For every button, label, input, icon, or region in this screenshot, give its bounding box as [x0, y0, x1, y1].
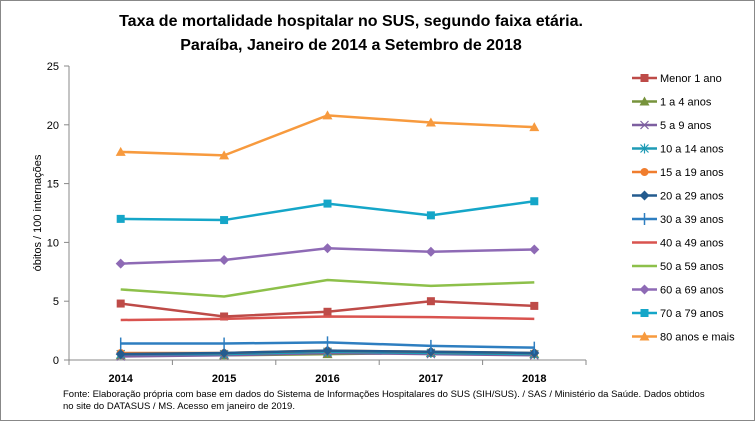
- y-tick-label: 0: [53, 355, 59, 367]
- legend-label: 70 a 79 anos: [660, 308, 724, 320]
- x-tick-label: 2018: [522, 373, 546, 385]
- marker-diamond: [115, 258, 126, 269]
- marker-diamond: [219, 347, 230, 358]
- legend-label: 40 a 49 anos: [660, 238, 724, 250]
- marker-square: [116, 214, 125, 223]
- marker-square: [220, 312, 229, 321]
- marker-triangle: [425, 117, 436, 127]
- legend-label: 80 anos e mais: [660, 332, 735, 344]
- y-axis-label: óbitos / 100 internações: [32, 154, 44, 271]
- marker-diamond: [639, 284, 650, 295]
- marker-square: [640, 74, 649, 82]
- series-line: [120, 278, 535, 298]
- series-50-a-59-anos: [120, 278, 535, 298]
- marker-circle: [640, 168, 649, 176]
- series-40-a-49-anos: [120, 315, 535, 322]
- legend-item: 15 a 19 anos: [632, 167, 724, 179]
- y-tick-label: 10: [47, 237, 59, 249]
- marker-square: [530, 301, 539, 310]
- x-tick-label: 2017: [419, 373, 443, 385]
- marker-square: [323, 199, 332, 208]
- marker-square: [640, 309, 649, 317]
- chart-title: Taxa de mortalidade hospitalar no SUS, s…: [119, 13, 583, 30]
- legend-label: 15 a 19 anos: [660, 167, 724, 179]
- legend-item: Menor 1 ano: [632, 73, 722, 85]
- marker-triangle: [529, 122, 540, 132]
- marker-diamond: [219, 255, 230, 266]
- marker-diamond: [322, 243, 333, 254]
- series-20-a-29-anos: [115, 345, 540, 360]
- y-tick-label: 20: [47, 120, 59, 132]
- series-80-anos-e-mais: [115, 110, 540, 160]
- legend-label: 10 a 14 anos: [660, 144, 724, 156]
- marker-diamond: [639, 190, 650, 201]
- source-note: Fonte: Elaboração própria com base em da…: [63, 389, 705, 412]
- y-tick-label: 15: [47, 179, 59, 191]
- legend-label: Menor 1 ano: [660, 73, 722, 85]
- series-menor-1-ano: [116, 297, 539, 321]
- legend-item: 5 a 9 anos: [632, 120, 712, 132]
- marker-triangle: [639, 331, 650, 341]
- legend-item: 70 a 79 anos: [632, 308, 724, 320]
- legend-item: 80 anos e mais: [632, 331, 735, 344]
- marker-triangle: [322, 110, 333, 120]
- series-60-a-69-anos: [115, 243, 540, 269]
- legend-item: 50 a 59 anos: [632, 261, 724, 273]
- series-line: [120, 114, 535, 157]
- series-70-a-79-anos: [116, 197, 539, 225]
- marker-square: [116, 299, 125, 308]
- marker-triangle: [219, 150, 230, 160]
- marker-star: [640, 143, 649, 154]
- y-tick-label: 25: [47, 61, 59, 73]
- chart-subtitle: Paraíba, Janeiro de 2014 a Setembro de 2…: [180, 37, 522, 54]
- x-tick-label: 2015: [212, 373, 236, 385]
- marker-diamond: [529, 244, 540, 255]
- marker-triangle: [639, 96, 650, 106]
- series-30-a-39-anos: [119, 336, 536, 354]
- legend-label: 30 a 39 anos: [660, 214, 724, 226]
- legend-label: 50 a 59 anos: [660, 261, 724, 273]
- legend-item: 40 a 49 anos: [632, 238, 724, 250]
- marker-square: [220, 216, 229, 225]
- marker-square: [323, 307, 332, 316]
- marker-square: [426, 297, 435, 306]
- legend-item: 60 a 69 anos: [632, 284, 724, 297]
- legend-label: 60 a 69 anos: [660, 285, 724, 297]
- legend-label: 20 a 29 anos: [660, 191, 724, 203]
- marker-diamond: [425, 246, 436, 257]
- marker-diamond: [322, 345, 333, 356]
- marker-diamond: [115, 349, 126, 360]
- x-tick-label: 2016: [315, 373, 339, 385]
- marker-square: [530, 197, 539, 206]
- x-tick-label: 2014: [108, 373, 133, 385]
- marker-x: [640, 120, 649, 130]
- legend-item: 10 a 14 anos: [632, 143, 724, 156]
- y-tick-label: 5: [53, 296, 59, 308]
- legend-item: 20 a 29 anos: [632, 190, 724, 203]
- legend-item: 1 a 4 anos: [632, 96, 712, 109]
- marker-triangle: [115, 146, 126, 156]
- marker-square: [426, 211, 435, 220]
- line-chart: 0 5 10 15 20 25 2014 2015 2016 2017 2018 óbitos / 1…: [32, 61, 735, 385]
- legend-label: 1 a 4 anos: [660, 97, 712, 109]
- legend-label: 5 a 9 anos: [660, 120, 712, 132]
- series-line: [120, 315, 535, 322]
- legend-item: 30 a 39 anos: [632, 213, 724, 226]
